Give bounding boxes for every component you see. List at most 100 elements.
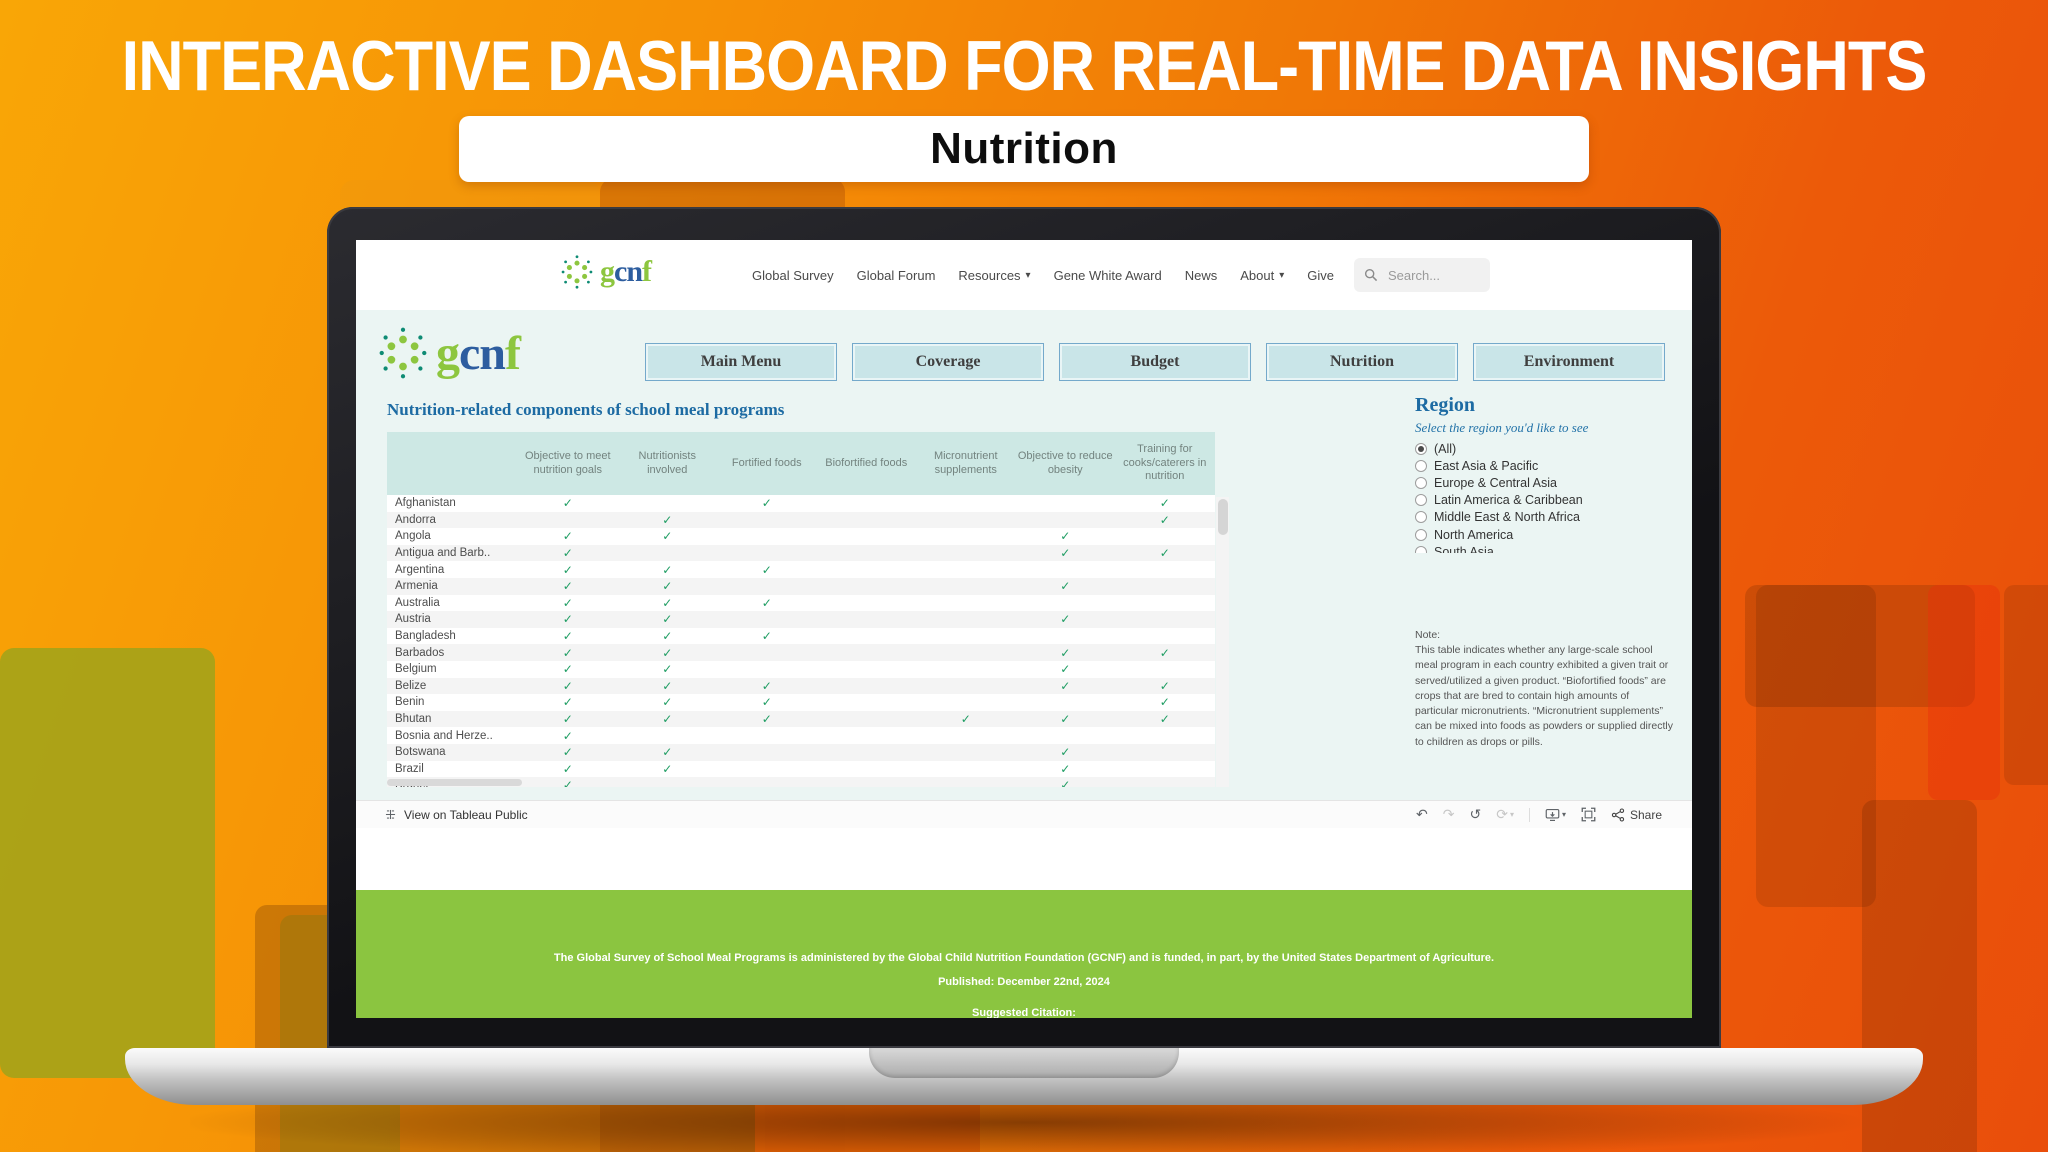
check-cell[interactable]: ✓ [562, 645, 573, 660]
check-cell[interactable]: ✓ [1060, 761, 1071, 776]
check-cell[interactable]: ✓ [562, 562, 573, 577]
table-row[interactable]: Antigua and Barb.. ✓ ✓ ✓ [387, 544, 1215, 562]
check-cell[interactable]: ✓ [562, 745, 573, 760]
table-row[interactable]: Belgium ✓ ✓ ✓ [387, 660, 1215, 678]
dashboard-tab-nutrition[interactable]: Nutrition [1266, 343, 1458, 381]
horizontal-scrollbar-thumb[interactable] [387, 779, 522, 786]
check-cell[interactable]: ✓ [562, 529, 573, 544]
vertical-scrollbar[interactable] [1216, 497, 1229, 787]
table-row[interactable]: Barbados ✓ ✓ ✓ ✓ [387, 644, 1215, 661]
check-cell[interactable]: ✓ [1060, 529, 1071, 544]
search-box[interactable] [1354, 258, 1490, 292]
dashboard-tab-environment[interactable]: Environment [1473, 343, 1665, 381]
check-cell[interactable]: ✓ [662, 712, 673, 727]
check-cell[interactable]: ✓ [761, 712, 772, 727]
reset-icon[interactable]: ↺ [1469, 806, 1482, 823]
view-on-tableau-public[interactable]: View on Tableau Public [384, 808, 528, 822]
table-row[interactable]: Argentina ✓ ✓ ✓ [387, 561, 1215, 578]
search-input[interactable] [1386, 266, 1480, 284]
scrollbar-thumb[interactable] [1217, 499, 1228, 535]
table-row[interactable]: Bosnia and Herze.. ✓ [387, 727, 1215, 744]
check-cell[interactable]: ✓ [1060, 612, 1071, 627]
check-cell[interactable]: ✓ [1060, 712, 1071, 727]
check-cell[interactable]: ✓ [662, 629, 673, 644]
check-cell[interactable]: ✓ [761, 629, 772, 644]
check-cell[interactable]: ✓ [761, 678, 772, 693]
check-cell[interactable]: ✓ [562, 496, 573, 511]
table-row[interactable]: Armenia ✓ ✓ ✓ [387, 577, 1215, 595]
check-cell[interactable]: ✓ [1159, 512, 1170, 527]
check-cell[interactable]: ✓ [1060, 678, 1071, 693]
table-row[interactable]: Belize ✓ ✓ ✓ ✓ ✓ [387, 677, 1215, 695]
check-cell[interactable]: ✓ [662, 761, 673, 776]
check-cell[interactable]: ✓ [1159, 695, 1170, 710]
check-cell[interactable]: ✓ [1159, 645, 1170, 660]
undo-icon[interactable]: ↶ [1416, 806, 1428, 823]
check-cell[interactable]: ✓ [562, 612, 573, 627]
check-cell[interactable]: ✓ [562, 778, 573, 787]
check-cell[interactable]: ✓ [1060, 546, 1071, 561]
check-cell[interactable]: ✓ [562, 546, 573, 561]
check-cell[interactable]: ✓ [662, 662, 673, 677]
region-option--all-[interactable]: (All) [1415, 440, 1665, 457]
region-option-middle-east-north-africa[interactable]: Middle East & North Africa [1415, 509, 1665, 526]
table-row[interactable]: Brazil ✓ ✓ ✓ [387, 760, 1215, 778]
check-cell[interactable]: ✓ [562, 662, 573, 677]
check-cell[interactable]: ✓ [761, 496, 772, 511]
check-cell[interactable]: ✓ [761, 562, 772, 577]
gcnf-logo[interactable]: gcnf [558, 250, 652, 294]
check-cell[interactable]: ✓ [1060, 662, 1071, 677]
check-cell[interactable]: ✓ [562, 761, 573, 776]
fullscreen-icon[interactable] [1581, 807, 1596, 822]
table-row[interactable]: Austria ✓ ✓ ✓ [387, 611, 1215, 628]
dashboard-tab-budget[interactable]: Budget [1059, 343, 1251, 381]
table-row[interactable]: Benin ✓ ✓ ✓ ✓ [387, 694, 1215, 711]
table-row[interactable]: Bangladesh ✓ ✓ ✓ [387, 627, 1215, 645]
check-cell[interactable]: ✓ [662, 595, 673, 610]
check-cell[interactable]: ✓ [662, 579, 673, 594]
share-button[interactable]: Share [1611, 808, 1662, 822]
dashboard-tab-coverage[interactable]: Coverage [852, 343, 1044, 381]
table-row[interactable]: Botswana ✓ ✓ ✓ [387, 743, 1215, 761]
table-row[interactable]: Andorra ✓ ✓ [387, 511, 1215, 529]
table-row[interactable]: Bhutan ✓ ✓ ✓ ✓ ✓ ✓ [387, 710, 1215, 728]
check-cell[interactable]: ✓ [1159, 496, 1170, 511]
check-cell[interactable]: ✓ [1159, 546, 1170, 561]
download-menu[interactable]: ▾ [1545, 808, 1566, 822]
check-cell[interactable]: ✓ [662, 645, 673, 660]
check-cell[interactable]: ✓ [662, 678, 673, 693]
dashboard-tab-main-menu[interactable]: Main Menu [645, 343, 837, 381]
check-cell[interactable]: ✓ [1060, 745, 1071, 760]
region-option-south-asia[interactable]: South Asia [1415, 543, 1665, 553]
table-row[interactable]: Afghanistan ✓ ✓ ✓ [387, 495, 1215, 512]
check-cell[interactable]: ✓ [1159, 712, 1170, 727]
region-option-north-america[interactable]: North America [1415, 526, 1665, 543]
check-cell[interactable]: ✓ [562, 712, 573, 727]
region-option-latin-america-caribbean[interactable]: Latin America & Caribbean [1415, 492, 1665, 509]
table-row[interactable]: Australia ✓ ✓ ✓ [387, 594, 1215, 612]
check-cell[interactable]: ✓ [562, 595, 573, 610]
site-nav-item-about[interactable]: About ▾ [1240, 268, 1284, 283]
region-option-europe-central-asia[interactable]: Europe & Central Asia [1415, 474, 1665, 491]
check-cell[interactable]: ✓ [562, 695, 573, 710]
check-cell[interactable]: ✓ [562, 629, 573, 644]
check-cell[interactable]: ✓ [761, 695, 772, 710]
check-cell[interactable]: ✓ [761, 595, 772, 610]
check-cell[interactable]: ✓ [662, 562, 673, 577]
table-row[interactable]: Angola ✓ ✓ ✓ [387, 528, 1215, 545]
region-option-east-asia-pacific[interactable]: East Asia & Pacific [1415, 457, 1665, 474]
site-nav-item-global-survey[interactable]: Global Survey [752, 268, 834, 283]
check-cell[interactable]: ✓ [562, 579, 573, 594]
check-cell[interactable]: ✓ [562, 728, 573, 743]
check-cell[interactable]: ✓ [562, 678, 573, 693]
site-nav-item-global-forum[interactable]: Global Forum [857, 268, 936, 283]
site-nav-item-gene-white-award[interactable]: Gene White Award [1054, 268, 1162, 283]
check-cell[interactable]: ✓ [662, 745, 673, 760]
check-cell[interactable]: ✓ [662, 612, 673, 627]
check-cell[interactable]: ✓ [1060, 778, 1071, 787]
site-nav-item-give[interactable]: Give [1307, 268, 1334, 283]
check-cell[interactable]: ✓ [662, 529, 673, 544]
check-cell[interactable]: ✓ [960, 712, 971, 727]
check-cell[interactable]: ✓ [1060, 579, 1071, 594]
check-cell[interactable]: ✓ [662, 512, 673, 527]
